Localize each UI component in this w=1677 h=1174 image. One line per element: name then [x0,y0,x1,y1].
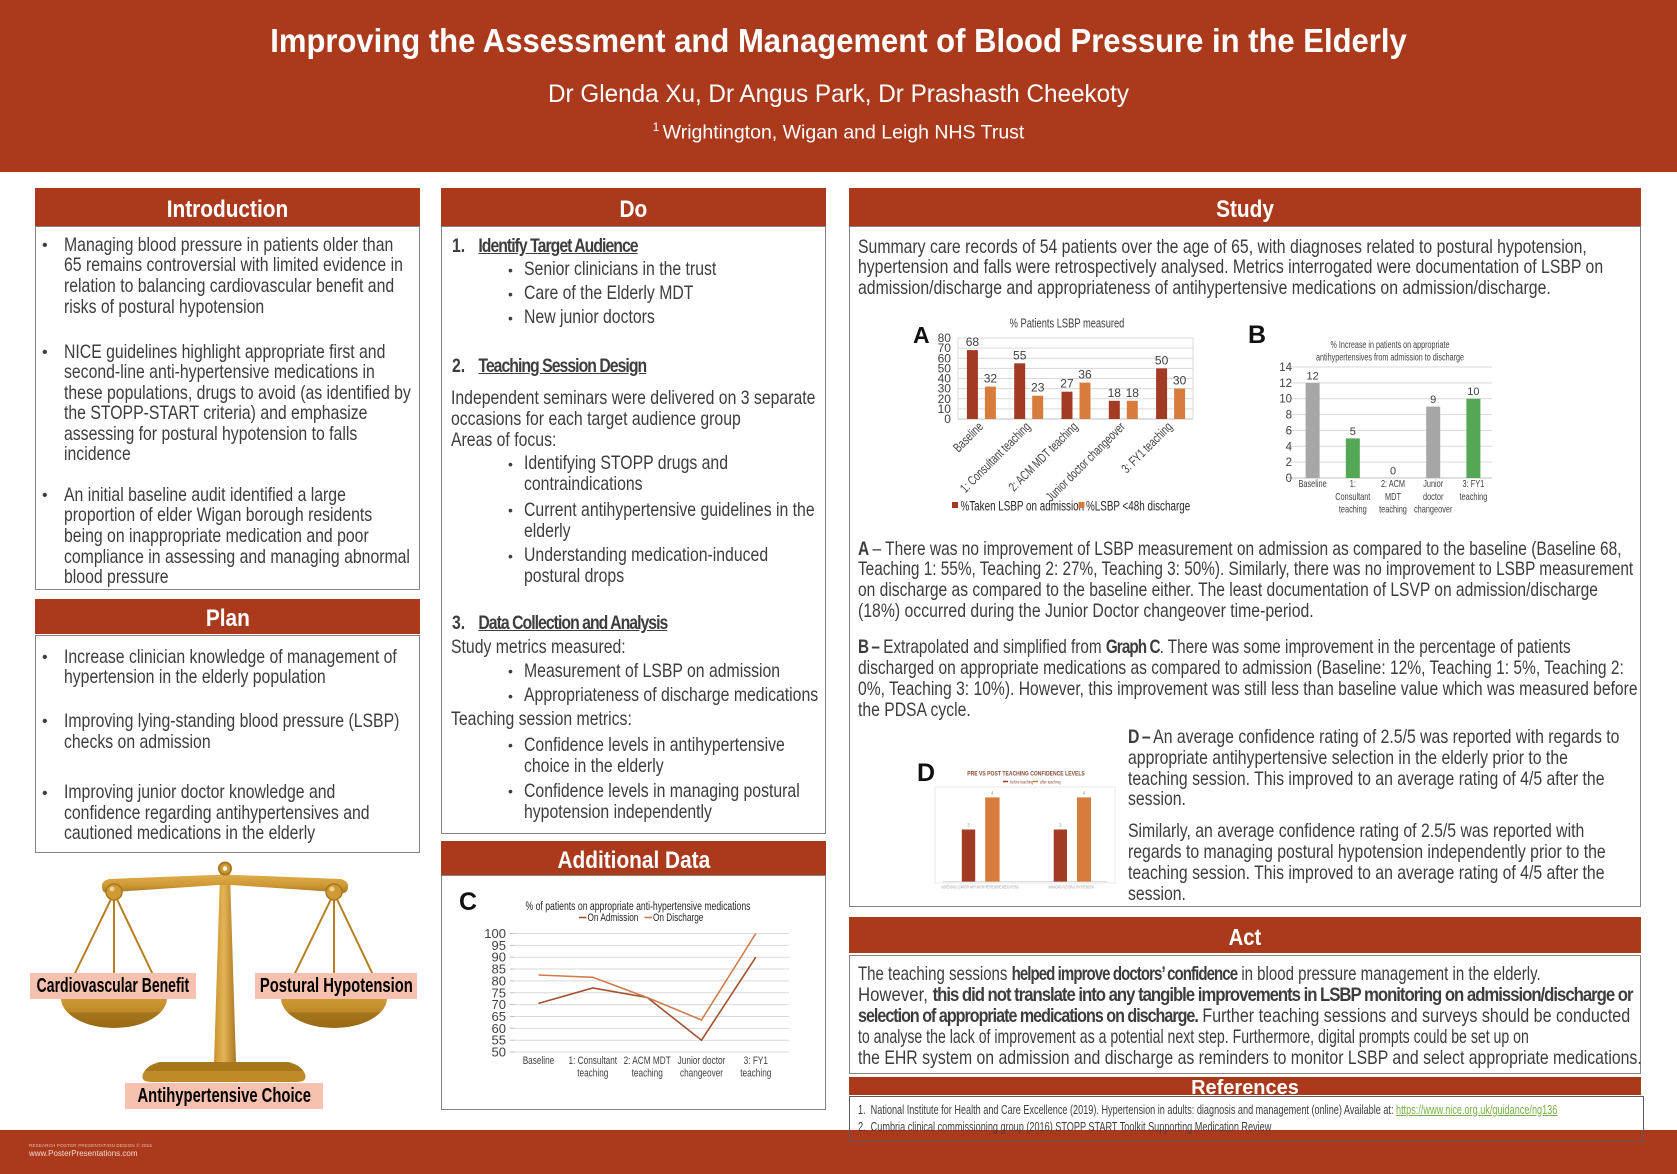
svg-text:75: 75 [492,985,507,1000]
svg-text:4: 4 [1286,441,1293,453]
svg-text:changeover: changeover [1414,504,1453,516]
svg-text:36: 36 [1078,368,1092,382]
svg-text:95: 95 [492,938,507,953]
svg-text:PRE VS POST TEACHING CONFIDENC: PRE VS POST TEACHING CONFIDENCE LEVELS [967,771,1085,778]
svg-text:27: 27 [1060,377,1074,391]
svg-text:3: 3 [1059,823,1061,829]
svg-text:9: 9 [1430,394,1436,406]
svg-text:3: FY1 teaching: 3: FY1 teaching [1118,419,1175,476]
svg-text:55: 55 [492,1033,507,1048]
svg-text:1:: 1: [1350,478,1356,490]
svg-text:70: 70 [492,997,507,1012]
svg-text:10: 10 [1279,394,1292,406]
svg-text:teaching: teaching [1339,504,1367,516]
svg-text:after teaching: after teaching [1040,780,1061,785]
svg-text:teaching: teaching [577,1068,608,1080]
svg-text:3: FY1: 3: FY1 [744,1055,768,1067]
svg-text:% Increase in patients on appr: % Increase in patients on appropriate [1331,340,1450,351]
svg-text:Junior doctor: Junior doctor [678,1055,726,1067]
svg-text:changeover: changeover [680,1068,723,1080]
svg-text:65: 65 [492,1009,507,1024]
svg-text:Baseline: Baseline [950,419,986,455]
svg-text:Baseline: Baseline [523,1055,555,1067]
svg-text:18: 18 [1108,386,1122,400]
svg-text:INCREASING COMFORT WITH ANTIHY: INCREASING COMFORT WITH ANTIHYPERTENSIVE… [942,885,1019,890]
svg-text:%LSBP <48h discharge: %LSBP <48h discharge [1086,499,1190,514]
svg-text:60: 60 [938,351,952,365]
svg-text:1: Consultant: 1: Consultant [569,1055,618,1067]
svg-text:% Patients LSBP measured: % Patients LSBP measured [1010,316,1125,331]
svg-text:3: 3 [967,823,969,829]
svg-text:60: 60 [492,1021,507,1036]
svg-text:teaching: teaching [740,1068,771,1080]
svg-text:Consultant: Consultant [1335,491,1370,503]
svg-text:0: 0 [1286,473,1292,485]
svg-text:30: 30 [938,382,952,396]
svg-text:teaching: teaching [1460,491,1488,503]
svg-text:10: 10 [938,402,952,416]
svg-text:55: 55 [1013,348,1027,362]
svg-text:90: 90 [492,950,507,965]
svg-text:70: 70 [938,341,952,355]
svg-text:MANAGING POSTURAL HYPOTENSION: MANAGING POSTURAL HYPOTENSION [1049,885,1094,890]
svg-text:80: 80 [492,973,507,988]
svg-text:50: 50 [1155,353,1169,367]
svg-text:Baseline: Baseline [1299,478,1327,490]
svg-text:100: 100 [484,926,506,941]
svg-text:0: 0 [1390,466,1396,478]
svg-text:2: ACM: 2: ACM [1381,478,1405,490]
svg-text:4: 4 [991,791,993,797]
svg-text:8: 8 [1286,410,1292,422]
svg-text:12: 12 [1307,370,1319,382]
svg-text:80: 80 [938,331,952,345]
svg-text:5: 5 [1350,426,1356,438]
svg-text:10: 10 [1467,386,1479,398]
svg-text:On Discharge: On Discharge [653,912,703,924]
svg-text:50: 50 [492,1045,507,1060]
svg-text:On Admission: On Admission [588,912,639,924]
svg-text:18: 18 [1126,386,1140,400]
svg-text:before teaching: before teaching [1010,780,1034,785]
svg-text:%Taken LSBP on admission: %Taken LSBP on admission [961,499,1085,514]
svg-text:doctor: doctor [1423,491,1444,503]
svg-text:MDT: MDT [1385,491,1401,503]
svg-text:85: 85 [492,962,507,977]
svg-text:teaching: teaching [1379,504,1407,516]
svg-text:0: 0 [944,412,951,426]
svg-text:32: 32 [984,372,998,386]
svg-text:% of patients on appropriate a: % of patients on appropriate anti-hypert… [526,901,751,913]
svg-text:teaching: teaching [632,1068,663,1080]
svg-text:50: 50 [938,361,952,375]
svg-text:2: ACM MDT: 2: ACM MDT [624,1055,671,1067]
svg-text:4: 4 [1083,791,1085,797]
svg-text:Junior: Junior [1423,478,1443,490]
svg-text:6: 6 [1286,425,1292,437]
svg-text:Junior doctor changeover: Junior doctor changeover [1043,419,1129,505]
svg-text:14: 14 [1279,362,1292,374]
svg-text:20: 20 [938,392,952,406]
svg-text:antihypertensives from admissi: antihypertensives from admission to disc… [1316,353,1464,364]
svg-text:30: 30 [1173,374,1187,388]
svg-text:68: 68 [966,335,980,349]
svg-text:23: 23 [1031,381,1045,395]
svg-text:40: 40 [938,372,952,386]
svg-text:12: 12 [1279,378,1292,390]
svg-text:2: 2 [1286,457,1292,469]
svg-text:3: FY1: 3: FY1 [1463,478,1485,490]
